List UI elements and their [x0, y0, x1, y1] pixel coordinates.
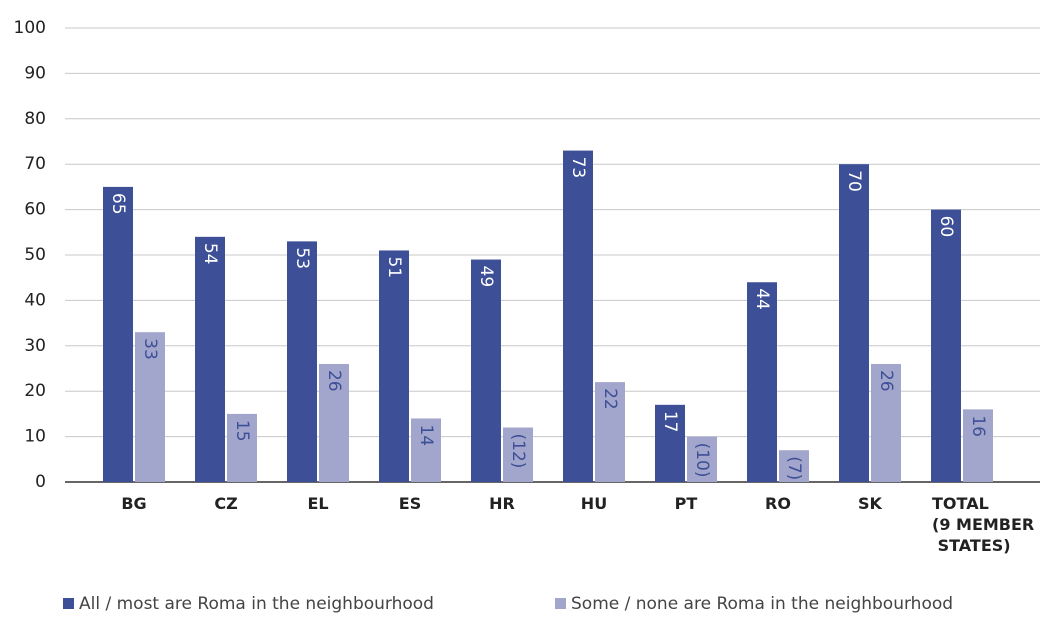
value-label: 15: [232, 420, 252, 442]
value-label: 73: [568, 157, 588, 179]
value-label: (10): [692, 443, 712, 478]
bar: [963, 409, 993, 482]
value-label: 51: [384, 256, 404, 278]
x-tick-label: RO: [765, 494, 791, 513]
value-label: 17: [660, 411, 680, 433]
bar: [411, 418, 441, 482]
value-label: 54: [200, 243, 220, 265]
bar: [931, 209, 961, 482]
value-label: 33: [140, 338, 160, 360]
x-tick-label: HR: [489, 494, 515, 513]
bar: [747, 282, 777, 482]
value-label: 26: [324, 370, 344, 392]
y-tick-label: 50: [24, 245, 46, 265]
value-label: 14: [416, 424, 436, 446]
y-tick-label: 30: [24, 336, 46, 356]
y-tick-label: 100: [14, 18, 46, 38]
x-tick-label: BG: [121, 494, 146, 513]
bar: [195, 236, 225, 482]
bar: [471, 259, 501, 482]
value-label: (7): [784, 456, 804, 480]
bar: [319, 363, 349, 482]
value-label: 53: [292, 247, 312, 269]
x-tick-label: HU: [581, 494, 607, 513]
y-tick-label: 80: [24, 109, 46, 129]
value-label: 49: [476, 266, 496, 288]
y-tick-label: 60: [24, 200, 46, 220]
x-tick-label: PT: [675, 494, 698, 513]
value-label: 22: [600, 388, 620, 410]
bar: [103, 186, 133, 482]
legend-swatch: [63, 598, 74, 609]
bar: [871, 363, 901, 482]
x-tick-label: ES: [399, 494, 421, 513]
bar: [287, 241, 317, 482]
legend-label: Some / none are Roma in the neighbourhoo…: [571, 594, 953, 614]
bar: [687, 436, 717, 482]
y-tick-label: 70: [24, 154, 46, 174]
y-tick-label: 20: [24, 381, 46, 401]
bar: [655, 404, 685, 482]
value-label: 16: [968, 415, 988, 437]
bar: [503, 427, 533, 482]
value-label: 44: [752, 288, 772, 310]
bar: [839, 164, 869, 482]
bar: [379, 250, 409, 482]
legend-swatch: [555, 598, 566, 609]
bar: [595, 382, 625, 482]
value-label: 70: [844, 170, 864, 192]
x-tick-label: TOTAL (9 MEMBER STATES): [932, 494, 1034, 555]
y-tick-label: 10: [24, 427, 46, 447]
value-label: 26: [876, 370, 896, 392]
y-tick-label: 90: [24, 63, 46, 83]
value-label: 65: [108, 193, 128, 215]
legend-label: All / most are Roma in the neighbourhood: [79, 594, 434, 614]
bar: [563, 150, 593, 482]
bar: [135, 332, 165, 482]
x-tick-label: CZ: [214, 494, 237, 513]
bar: [227, 413, 257, 482]
y-tick-label: 0: [35, 472, 46, 492]
value-label: (12): [508, 434, 528, 469]
x-tick-label: SK: [858, 494, 883, 513]
value-label: 60: [936, 216, 956, 238]
bar: [779, 450, 809, 482]
y-tick-label: 40: [24, 290, 46, 310]
x-tick-label: EL: [307, 494, 328, 513]
